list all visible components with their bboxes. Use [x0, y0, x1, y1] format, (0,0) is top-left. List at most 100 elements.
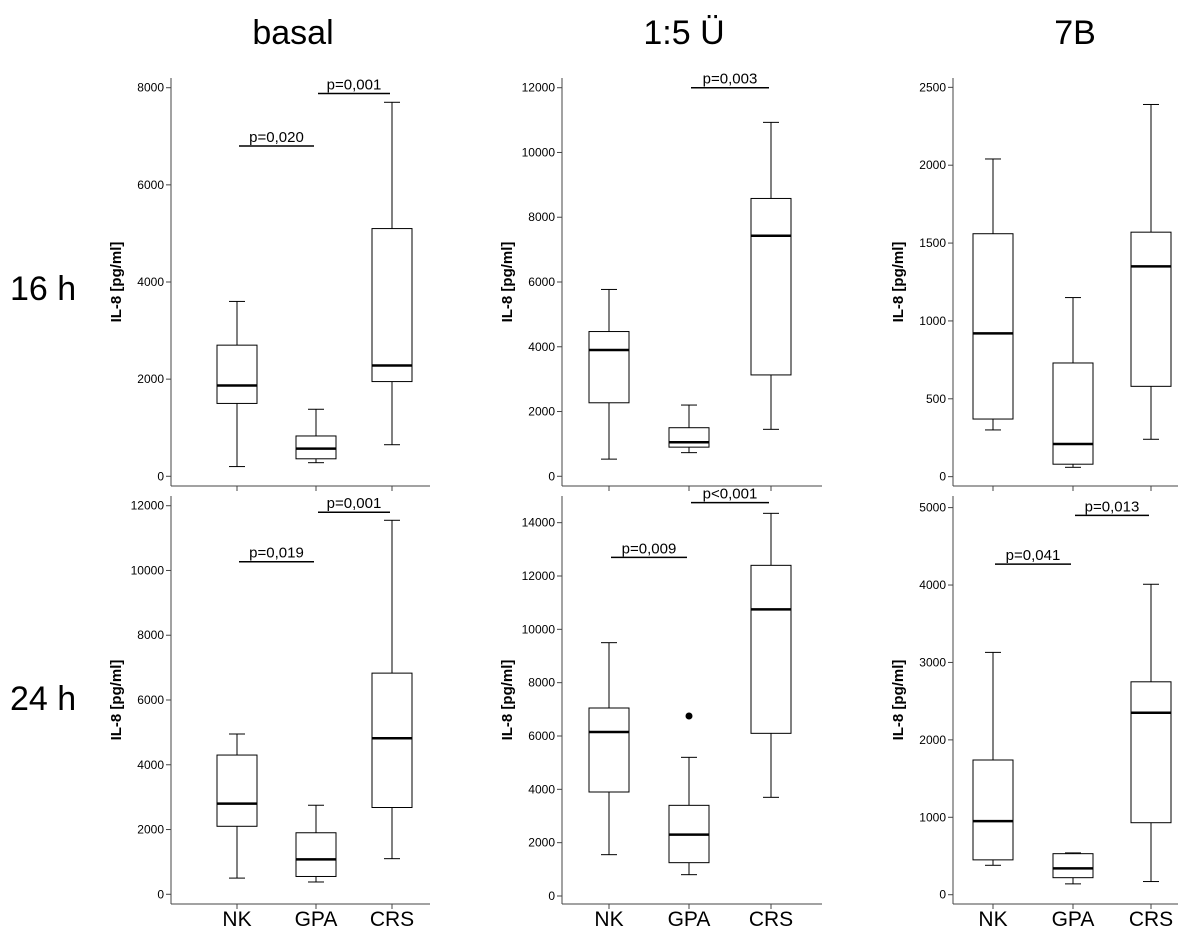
- y-tick-label: 500: [926, 392, 946, 406]
- iqr-box: [371, 672, 413, 809]
- panel-24-h-7b: 0 1000 2000 3000 4000 5000 NK GPA CRS IL-8 [pg/ml…: [890, 496, 1178, 931]
- iqr-box: [295, 832, 337, 877]
- y-tick-label: 14000: [522, 516, 556, 530]
- panels-group: 0 2000 4000 6000 8000 IL-8 [pg/ml] p=0,020 p=0,…: [108, 71, 1178, 931]
- box-gpa: [668, 404, 710, 454]
- y-tick-label: 1500: [919, 236, 946, 250]
- category-label-gpa: GPA: [1052, 908, 1095, 931]
- box-gpa: [295, 804, 337, 883]
- panel-24-h-1-5: 0 2000 4000 6000 8000 10000 12000 14000 NK GPA CRS…: [499, 486, 822, 931]
- y-tick-label: 0: [157, 887, 164, 901]
- box-gpa: [668, 712, 710, 876]
- iqr-box: [668, 427, 710, 448]
- box-gpa: [295, 408, 337, 464]
- iqr-box: [216, 344, 258, 404]
- box-crs: [750, 121, 792, 430]
- category-label-crs: CRS: [749, 908, 793, 931]
- box-nk: [588, 642, 630, 856]
- box-crs: [371, 101, 413, 446]
- y-tick-label: 3000: [919, 655, 946, 669]
- box-crs: [371, 519, 413, 860]
- y-tick-label: 2000: [528, 836, 555, 850]
- y-tick-label: 8000: [528, 210, 555, 224]
- iqr-box: [1130, 231, 1172, 387]
- y-tick-label: 6000: [528, 275, 555, 289]
- iqr-box: [588, 707, 630, 793]
- outlier-point: [685, 712, 693, 720]
- category-label-gpa: GPA: [668, 908, 711, 931]
- iqr-box: [371, 228, 413, 383]
- y-tick-label: 12000: [522, 81, 556, 95]
- y-tick-label: 1000: [919, 810, 946, 824]
- iqr-box: [1130, 681, 1172, 824]
- y-tick-label: 2000: [137, 823, 164, 837]
- iqr-box: [750, 564, 792, 734]
- y-tick-label: 12000: [131, 499, 165, 513]
- category-label-crs: CRS: [1129, 908, 1173, 931]
- p-value-label: p=0,013: [1085, 498, 1140, 515]
- category-label-nk: NK: [222, 908, 251, 931]
- iqr-box: [972, 233, 1014, 420]
- box-crs: [1130, 103, 1172, 440]
- y-axis-label: IL-8 [pg/ml]: [499, 660, 516, 741]
- y-tick-label: 1000: [919, 314, 946, 328]
- y-tick-label: 8000: [137, 81, 164, 95]
- p-value-label: p=0,001: [327, 495, 382, 512]
- y-axis-label: IL-8 [pg/ml]: [499, 242, 516, 323]
- y-tick-label: 10000: [522, 622, 556, 636]
- panel-24-h-basal: 0 2000 4000 6000 8000 10000 12000 NK GPA CRS IL-8 …: [108, 495, 430, 931]
- panel-16-h-7b: 0 500 1000 1500 2000 2500 IL-8 [pg/ml]: [890, 78, 1178, 491]
- y-tick-label: 4000: [137, 275, 164, 289]
- box-nk: [588, 288, 630, 460]
- y-tick-label: 12000: [522, 569, 556, 583]
- box-nk: [972, 651, 1014, 866]
- y-tick-label: 4000: [528, 340, 555, 354]
- box-nk: [216, 300, 258, 468]
- y-tick-label: 4000: [137, 758, 164, 772]
- y-tick-label: 2000: [528, 405, 555, 419]
- category-label-gpa: GPA: [295, 908, 338, 931]
- p-value-label: p=0,003: [703, 71, 758, 88]
- box-crs: [1130, 583, 1172, 883]
- p-value-label: p<0,001: [703, 486, 758, 503]
- y-tick-label: 2000: [919, 158, 946, 172]
- box-nk: [216, 733, 258, 879]
- y-tick-label: 2000: [137, 372, 164, 386]
- iqr-box: [588, 331, 630, 404]
- iqr-box: [750, 197, 792, 376]
- y-tick-label: 4000: [528, 782, 555, 796]
- iqr-box: [972, 759, 1014, 861]
- column-title-7b: 7B: [1054, 14, 1096, 52]
- y-tick-label: 2000: [919, 733, 946, 747]
- y-axis-label: IL-8 [pg/ml]: [890, 242, 907, 323]
- box-gpa: [1052, 297, 1094, 468]
- row-label-16h: 16 h: [10, 270, 76, 308]
- column-title-1-5-u: 1:5 Ü: [643, 14, 724, 52]
- iqr-box: [216, 754, 258, 827]
- iqr-box: [1052, 853, 1094, 879]
- p-value-label: p=0,001: [327, 77, 382, 94]
- category-label-nk: NK: [594, 908, 623, 931]
- p-value-label: p=0,009: [622, 540, 677, 557]
- y-axis-label: IL-8 [pg/ml]: [890, 660, 907, 741]
- row-label-24h: 24 h: [10, 680, 76, 718]
- category-label-nk: NK: [978, 908, 1007, 931]
- y-tick-label: 0: [548, 469, 555, 483]
- y-tick-label: 0: [548, 889, 555, 903]
- y-tick-label: 10000: [522, 145, 556, 159]
- p-value-label: p=0,041: [1006, 547, 1061, 564]
- box-gpa: [1052, 852, 1094, 885]
- panel-16-h-1-5: 0 2000 4000 6000 8000 10000 12000 IL-8 [pg/ml] p…: [499, 71, 822, 491]
- y-tick-label: 4000: [919, 578, 946, 592]
- panel-16-h-basal: 0 2000 4000 6000 8000 IL-8 [pg/ml] p=0,020 p=0,…: [108, 77, 430, 491]
- y-tick-label: 0: [939, 470, 946, 484]
- y-tick-label: 8000: [528, 676, 555, 690]
- y-tick-label: 10000: [131, 563, 165, 577]
- column-title-basal: basal: [252, 14, 333, 52]
- y-tick-label: 6000: [528, 729, 555, 743]
- category-label-crs: CRS: [370, 908, 414, 931]
- y-axis-label: IL-8 [pg/ml]: [108, 242, 125, 323]
- y-tick-label: 2500: [919, 80, 946, 94]
- y-tick-label: 8000: [137, 628, 164, 642]
